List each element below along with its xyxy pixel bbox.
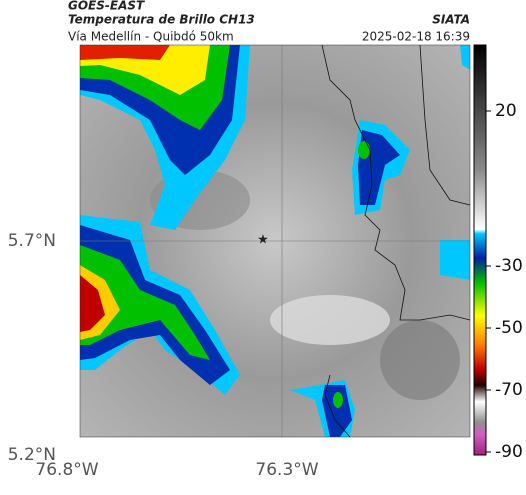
satellite-name: GOES-EAST [68, 0, 145, 13]
cold-cloud [322, 385, 352, 437]
colorbar [473, 44, 487, 456]
map-image: ★ [79, 44, 471, 438]
borders [321, 44, 471, 438]
colorbar-tick-label: -70 [495, 380, 523, 400]
datetime-label: 2025-02-18 16:39 [362, 30, 470, 44]
cloud-patch [270, 295, 390, 345]
colorbar-tick-label: -50 [495, 318, 523, 338]
lon-label: 76.3°W [255, 460, 318, 480]
route-label: Vía Medellín - Quibdó 50km [68, 30, 234, 44]
lon-label: 76.8°W [35, 460, 98, 480]
lat-label: 5.2°N [8, 445, 56, 465]
map-frame [79, 44, 471, 438]
cloud-patch [380, 320, 460, 400]
source-label: SIATA [432, 13, 470, 27]
cold-cloud [358, 141, 370, 159]
product-title: Temperatura de Brillo CH13 [68, 13, 255, 27]
lat-label: 5.7°N [8, 231, 56, 251]
cold-cloud [80, 245, 210, 360]
cold-cloud [80, 275, 105, 332]
cold-cloud [460, 45, 470, 70]
cold-cloud [440, 240, 470, 280]
colorbar-tick-label: -30 [495, 256, 523, 276]
colorbar-tick-label: 20 [495, 101, 517, 121]
colorbar-ticks: 20 -30 -50 -70 -90 [486, 101, 523, 462]
location-marker: ★ [257, 233, 269, 248]
cold-cloud [80, 45, 170, 60]
colorbar-tick-label: -90 [495, 442, 523, 462]
cold-cloud [333, 392, 343, 408]
